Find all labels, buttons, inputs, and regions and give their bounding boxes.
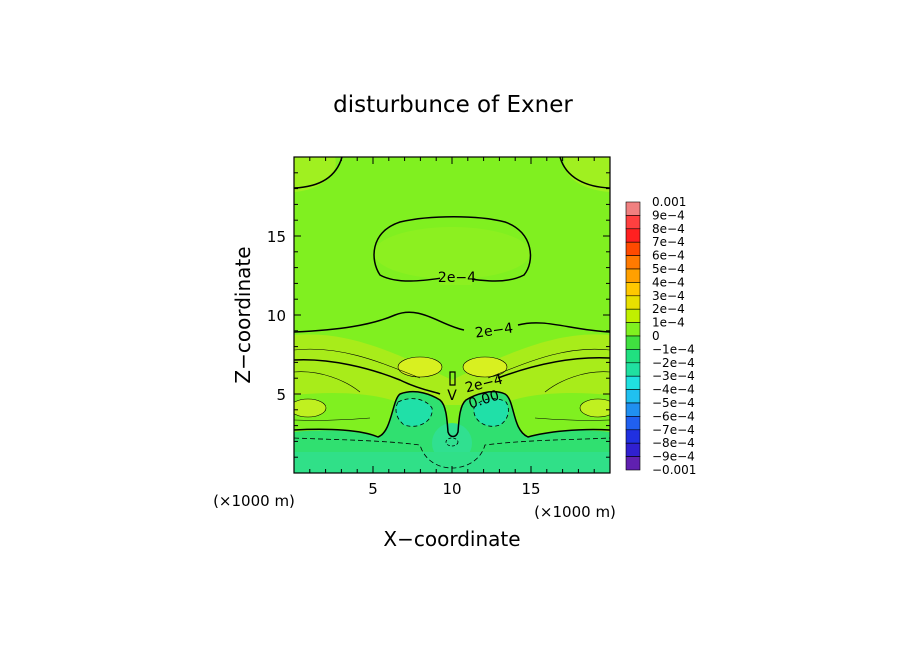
colorbar-swatch bbox=[625, 402, 641, 417]
contour-corner-left bbox=[294, 157, 343, 189]
colorbar-swatch bbox=[625, 215, 641, 230]
field-region-upper-blob bbox=[374, 227, 530, 279]
x-tick-label: 10 bbox=[442, 480, 461, 498]
x-axis-label: X−coordinate bbox=[383, 527, 520, 551]
field-background bbox=[294, 157, 610, 473]
colorbar-label: −9e−4 bbox=[652, 450, 695, 464]
colorbar-label: −3e−4 bbox=[652, 369, 695, 383]
contour-dashed-cyan-right bbox=[473, 398, 509, 427]
colorbar-label: 5e−4 bbox=[652, 262, 685, 276]
colorbar-label: 7e−4 bbox=[652, 235, 685, 249]
colorbar-swatch bbox=[625, 228, 641, 243]
colorbar-label: 6e−4 bbox=[652, 249, 685, 263]
contour-marker-v: V bbox=[447, 388, 457, 404]
contour-thin-1 bbox=[294, 348, 610, 379]
contour-label-1: 2e−4 bbox=[438, 270, 476, 286]
colorbar-swatch bbox=[625, 255, 641, 270]
colorbar-swatch bbox=[625, 429, 641, 444]
contour-field: 2e−4 2e−4 2e−4 0.00 V bbox=[294, 157, 610, 473]
colorbar-label: 9e−4 bbox=[652, 208, 685, 222]
contour-dashed-center bbox=[445, 437, 459, 447]
colorbar-swatch bbox=[625, 456, 641, 471]
field-region-cyan-left bbox=[396, 398, 433, 427]
contour-label-2: 2e−4 bbox=[474, 320, 514, 341]
colorbar-label: 3e−4 bbox=[652, 289, 685, 303]
contour-lower bbox=[294, 356, 610, 395]
colorbar-swatch bbox=[625, 389, 641, 404]
colorbar-swatch bbox=[625, 201, 641, 216]
field-region-yellow-right bbox=[463, 357, 507, 377]
colorbar-swatch bbox=[625, 295, 641, 310]
colorbar-label: −4e−4 bbox=[652, 383, 695, 397]
colorbar-label: −7e−4 bbox=[652, 423, 695, 437]
colorbar-label: 2e−4 bbox=[652, 302, 685, 316]
field-region-yellow-edge-left bbox=[294, 399, 326, 417]
field-region-yellow-edge-right bbox=[580, 399, 610, 417]
x-unit-right: (×1000 m) bbox=[534, 503, 616, 521]
x-axis: 5 10 15 bbox=[309, 157, 595, 498]
contour-thin-2 bbox=[294, 371, 610, 393]
colorbar-swatch bbox=[625, 442, 641, 457]
contour-mid bbox=[294, 311, 610, 333]
y-axis: 5 10 15 bbox=[267, 172, 610, 458]
colorbar-swatch bbox=[625, 308, 641, 323]
colorbar: 0.0019e−48e−47e−46e−45e−44e−43e−42e−41e−… bbox=[625, 195, 696, 477]
x-tick-label: 15 bbox=[521, 480, 540, 498]
colorbar-swatch bbox=[625, 282, 641, 297]
colorbar-swatch bbox=[625, 375, 641, 390]
colorbar-swatch bbox=[625, 268, 641, 283]
colorbar-label: −6e−4 bbox=[652, 409, 695, 423]
contour-thin-yellow-left bbox=[397, 356, 443, 378]
y-axis-label: Z−coordinate bbox=[231, 246, 255, 383]
contour-center-spike bbox=[449, 371, 456, 386]
colorbar-swatch bbox=[625, 349, 641, 364]
colorbar-label: −0.001 bbox=[652, 463, 696, 477]
contour-corner-right bbox=[559, 157, 610, 189]
colorbar-label: −8e−4 bbox=[652, 436, 695, 450]
colorbar-label: 0 bbox=[652, 329, 660, 343]
colorbar-label: 0.001 bbox=[652, 195, 686, 209]
contour-thin-yellow-right bbox=[462, 356, 508, 378]
field-region-mid-band bbox=[294, 334, 610, 405]
colorbar-swatch bbox=[625, 362, 641, 377]
colorbar-swatch bbox=[625, 416, 641, 431]
colorbar-swatch bbox=[625, 241, 641, 256]
contour-thin-edge-left bbox=[294, 398, 327, 418]
field-region-cyan-right bbox=[473, 398, 509, 427]
contour-thin-3 bbox=[294, 417, 610, 421]
contour-thin-edge-right bbox=[579, 398, 610, 418]
contour-zero bbox=[294, 390, 610, 438]
field-region-upper-right bbox=[564, 157, 610, 192]
colorbar-swatch bbox=[625, 335, 641, 350]
field-region-yellow-left bbox=[398, 357, 442, 377]
x-unit-left: (×1000 m) bbox=[213, 492, 295, 510]
colorbar-label: 4e−4 bbox=[652, 275, 685, 289]
colorbar-label: −1e−4 bbox=[652, 342, 695, 356]
colorbar-label: 1e−4 bbox=[652, 316, 685, 330]
colorbar-label: −5e−4 bbox=[652, 396, 695, 410]
field-region-upper-left bbox=[294, 157, 336, 192]
colorbar-label: 8e−4 bbox=[652, 222, 685, 236]
x-tick-label: 5 bbox=[368, 480, 378, 498]
contour-lines bbox=[294, 157, 610, 469]
y-tick-label: 15 bbox=[267, 228, 286, 246]
colorbar-label: −2e−4 bbox=[652, 356, 695, 370]
colorbar-swatch bbox=[625, 322, 641, 337]
y-tick-label: 10 bbox=[267, 307, 286, 325]
y-tick-label: 5 bbox=[276, 386, 286, 404]
chart-title: disturbunce of Exner bbox=[333, 92, 573, 118]
